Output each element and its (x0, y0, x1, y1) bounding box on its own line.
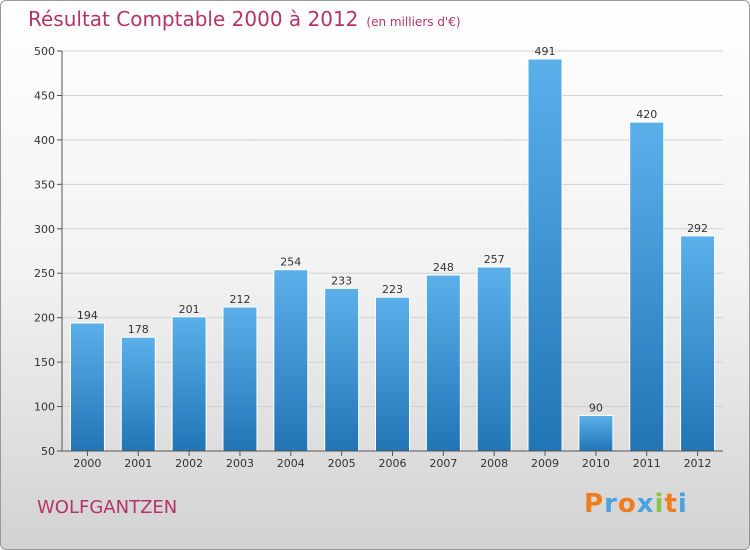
y-tick-label: 250 (34, 267, 55, 280)
x-tick-label: 2001 (124, 457, 152, 470)
bar (69, 322, 105, 452)
data-label: 248 (433, 261, 454, 274)
x-tick-label: 2009 (531, 457, 559, 470)
y-tick-label: 350 (34, 178, 55, 191)
bar (120, 336, 156, 452)
y-tick-label: 100 (34, 401, 55, 414)
bar (171, 316, 207, 452)
x-tick-label: 2012 (684, 457, 712, 470)
bar (527, 58, 563, 452)
bar (324, 287, 360, 452)
y-tick-label: 300 (34, 223, 55, 236)
data-label: 178 (128, 323, 149, 336)
x-tick-label: 2011 (633, 457, 661, 470)
data-label: 420 (636, 108, 657, 121)
bar (273, 269, 309, 452)
data-label: 257 (484, 253, 505, 266)
data-label: 90 (589, 401, 603, 414)
x-tick-label: 2002 (175, 457, 203, 470)
x-axis-ticks: 2000 2001 2002 2003 2004 2005 2006 2007 2008 2009… (73, 451, 712, 470)
x-tick-label: 2005 (328, 457, 356, 470)
y-tick-label: 450 (34, 89, 55, 102)
bar (680, 235, 716, 452)
y-tick-label: 400 (34, 134, 55, 147)
x-tick-label: 2003 (226, 457, 254, 470)
x-tick-label: 2008 (480, 457, 508, 470)
bar (578, 414, 614, 452)
x-tick-label: 2007 (429, 457, 457, 470)
chart-title-main: Résultat Comptable 2000 à 2012 (28, 7, 359, 31)
data-label: 212 (229, 293, 250, 306)
x-tick-label: 2004 (277, 457, 305, 470)
data-label: 201 (179, 303, 200, 316)
y-tick-label: 200 (34, 312, 55, 325)
y-tick-label: 500 (34, 45, 55, 58)
chart-title: Résultat Comptable 2000 à 2012 (en millie… (28, 7, 461, 31)
data-label: 194 (77, 309, 98, 322)
y-tick-label: 150 (34, 356, 55, 369)
logo-letter: i (654, 489, 665, 519)
bar (476, 266, 512, 452)
x-tick-label: 2006 (379, 457, 407, 470)
data-label: 223 (382, 283, 403, 296)
y-axis-ticks: 50 100 150 200 250 300 350 400 450 500 (34, 45, 62, 458)
bar (222, 306, 258, 452)
x-tick-label: 2000 (73, 457, 101, 470)
logo-letter: i (677, 489, 688, 519)
proxiti-logo: Proxiti (584, 489, 688, 519)
bar (375, 296, 410, 452)
x-tick-label: 2010 (582, 457, 610, 470)
bar (425, 274, 461, 452)
logo-letter: r (604, 489, 618, 519)
logo-letter: t (664, 489, 678, 519)
data-label: 254 (280, 256, 301, 269)
data-label: 491 (535, 45, 556, 58)
logo-letter: o (617, 489, 637, 519)
y-tick-label: 50 (41, 445, 55, 458)
data-label: 233 (331, 274, 352, 287)
axes (61, 51, 723, 452)
logo-letter: x (636, 489, 655, 519)
logo-letter: P (584, 489, 605, 519)
bar (629, 121, 665, 452)
commune-name: WOLFGANTZEN (37, 497, 178, 518)
bars: 194 178 201 212 254 233 223 248 257 491 90 420 292 (69, 45, 716, 452)
data-label: 292 (687, 222, 708, 235)
chart-title-unit: (en milliers d'€) (366, 15, 461, 29)
